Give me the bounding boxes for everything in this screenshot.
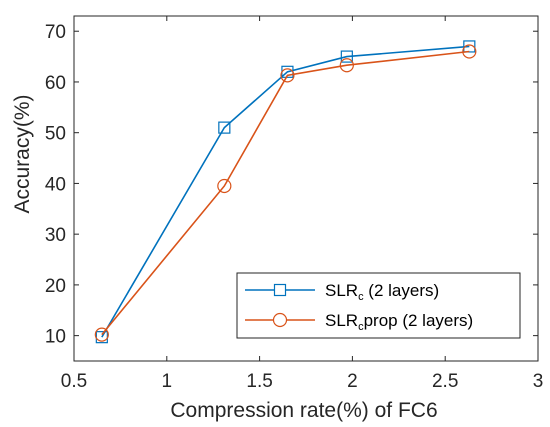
data-point xyxy=(217,178,232,194)
data-point xyxy=(94,327,109,342)
y-tick-label: 70 xyxy=(45,22,66,43)
x-tick-label: 1.5 xyxy=(246,371,272,392)
x-tick-label: 3 xyxy=(533,371,544,392)
y-tick-label: 30 xyxy=(45,225,66,246)
data-point xyxy=(339,58,354,73)
series-line xyxy=(101,45,470,338)
y-axis-title: Accuracy(%) xyxy=(11,94,34,213)
x-axis-title: Compression rate(%) of FC6 xyxy=(170,399,437,422)
axis-ticks: 0.5 1 1.5 2 2.5 3 10 20 30 40 50 60 70 xyxy=(45,16,543,392)
x-tick-label: 0.5 xyxy=(61,371,87,392)
x-tick-label: 2 xyxy=(347,371,358,392)
legend-marker xyxy=(273,283,287,297)
y-tick-label: 10 xyxy=(45,327,66,348)
y-tick-label: 60 xyxy=(45,73,66,94)
legend-label: SLRc (2 layers) xyxy=(325,281,439,303)
data-point xyxy=(280,68,295,83)
legend-marker xyxy=(272,312,288,328)
legend: SLRc (2 layers) SLRcprop (2 layers) xyxy=(236,272,521,339)
legend-item-1: SLRc (2 layers) xyxy=(245,281,439,303)
series-line xyxy=(101,50,470,336)
series-group xyxy=(94,40,477,344)
x-tick-label: 1 xyxy=(162,371,173,392)
y-tick-label: 50 xyxy=(45,124,66,145)
legend-item-2: SLRcprop (2 layers) xyxy=(245,311,473,333)
data-point xyxy=(218,121,231,134)
x-tick-label: 2.5 xyxy=(432,371,458,392)
legend-box xyxy=(236,272,521,339)
data-point xyxy=(340,50,353,63)
y-tick-label: 20 xyxy=(45,276,66,297)
data-point xyxy=(462,44,477,59)
series-2 xyxy=(94,44,477,342)
legend-label: SLRcprop (2 layers) xyxy=(325,311,473,333)
y-tick-label: 40 xyxy=(45,174,66,195)
